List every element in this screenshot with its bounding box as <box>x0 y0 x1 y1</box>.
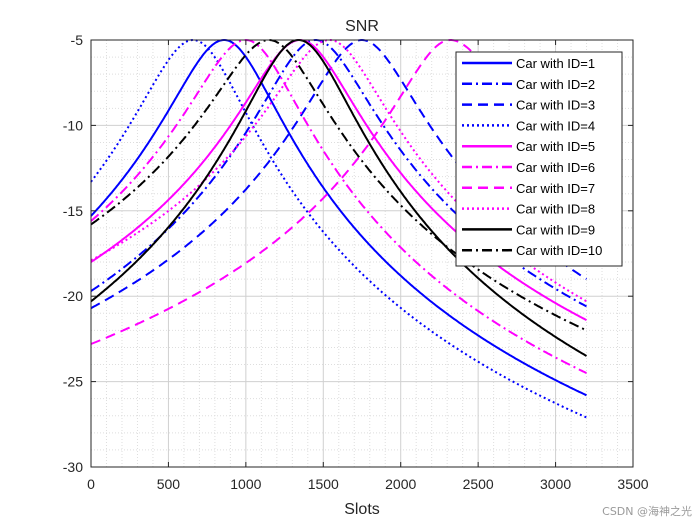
legend-label-8: Car with ID=8 <box>516 202 595 217</box>
legend-label-4: Car with ID=4 <box>516 118 595 133</box>
y-tick-labels: -5 -10 -15 -20 -25 -30 <box>63 32 83 475</box>
legend-label-7: Car with ID=7 <box>516 181 595 196</box>
series-line-5 <box>90 39 587 321</box>
y-tick-label: -15 <box>63 203 83 219</box>
series-line-1 <box>90 39 587 397</box>
legend: Car with ID=1 Car with ID=2 Car with ID=3 C… <box>455 51 623 267</box>
axis-ticks <box>90 39 634 468</box>
chart-title: SNR <box>345 18 379 35</box>
x-axis-title: Slots <box>344 501 380 518</box>
legend-label-5: Car with ID=5 <box>516 139 595 154</box>
y-tick-label: -30 <box>63 459 83 475</box>
legend-label-1: Car with ID=1 <box>516 56 595 71</box>
x-tick-label: 0 <box>87 476 95 492</box>
series-line-9 <box>90 39 588 357</box>
y-tick-label: -5 <box>71 32 84 48</box>
legend-label-9: Car with ID=9 <box>516 222 595 237</box>
legend-label-3: Car with ID=3 <box>516 98 595 113</box>
y-tick-label: -25 <box>63 374 83 390</box>
series-line-6 <box>90 38 587 374</box>
x-tick-label: 2500 <box>463 476 494 492</box>
legend-label-6: Car with ID=6 <box>516 160 595 175</box>
plot-frame <box>90 39 634 468</box>
x-tick-label: 1000 <box>230 476 261 492</box>
legend-label-10: Car with ID=10 <box>516 243 602 258</box>
y-tick-label: -10 <box>63 117 83 133</box>
minor-grid <box>91 40 633 467</box>
series-line-4 <box>90 39 587 419</box>
x-tick-labels: 0 500 1000 1500 2000 2500 3000 3500 <box>87 476 649 492</box>
x-tick-label: 2000 <box>385 476 416 492</box>
watermark: CSDN @海神之光 <box>602 505 692 518</box>
x-tick-label: 500 <box>157 476 181 492</box>
legend-label-2: Car with ID=2 <box>516 77 595 92</box>
x-tick-label: 3000 <box>540 476 571 492</box>
series-line-2 <box>90 39 587 308</box>
x-tick-label: 3500 <box>617 476 648 492</box>
series-line-10 <box>90 39 587 332</box>
y-tick-label: -20 <box>63 288 83 304</box>
x-tick-label: 1500 <box>308 476 339 492</box>
